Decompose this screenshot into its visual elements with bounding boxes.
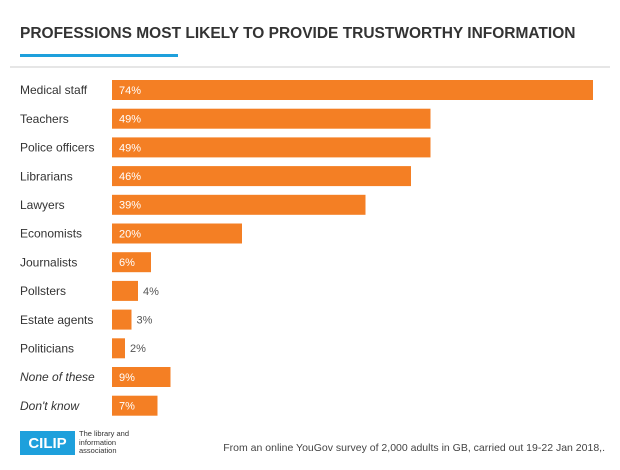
category-label: Estate agents (20, 313, 93, 327)
value-label: 6% (119, 257, 135, 269)
value-label: 9% (119, 372, 135, 384)
category-label: Medical staff (20, 83, 88, 97)
logo-tagline: The library and information association (79, 430, 130, 455)
category-label: Economists (20, 227, 82, 241)
category-label: Teachers (20, 112, 69, 126)
bar (112, 223, 242, 244)
bar (112, 252, 151, 273)
bar (112, 280, 138, 301)
category-label: Lawyers (20, 198, 65, 212)
category-label: Police officers (20, 141, 94, 155)
value-label: 2% (130, 343, 146, 355)
title-underline (20, 54, 178, 57)
value-label: 20% (119, 228, 141, 240)
category-label: Don't know (20, 399, 80, 413)
bar (112, 194, 366, 215)
bar (112, 309, 132, 330)
value-label: 49% (119, 142, 141, 154)
category-label: Journalists (20, 255, 77, 269)
value-label: 39% (119, 200, 141, 212)
value-label: 49% (119, 114, 141, 126)
bar (112, 108, 431, 129)
value-label: 7% (119, 401, 135, 413)
value-label: 74% (119, 85, 141, 97)
bar (112, 80, 593, 100)
logo-box[interactable] (20, 431, 75, 455)
value-label: 3% (137, 315, 153, 327)
source: From an online YouGov survey of 2,000 ad… (223, 442, 605, 454)
bar (112, 395, 158, 416)
category-label: Politicians (20, 341, 74, 355)
category-label: None of these (20, 370, 95, 384)
bar (112, 367, 171, 387)
value-label: 46% (119, 171, 141, 183)
category-label: Librarians (20, 169, 73, 183)
bar (112, 166, 411, 187)
bar (112, 137, 431, 158)
category-label: Pollsters (20, 284, 66, 298)
logo-tagline-box: The library and information association (79, 430, 130, 455)
logo-name[interactable]: CILIP (28, 435, 66, 452)
value-label: 4% (143, 286, 159, 298)
bar (112, 338, 125, 359)
chart-title: PROFESSIONS MOST LIKELY TO PROVIDE TRUST… (20, 25, 575, 42)
